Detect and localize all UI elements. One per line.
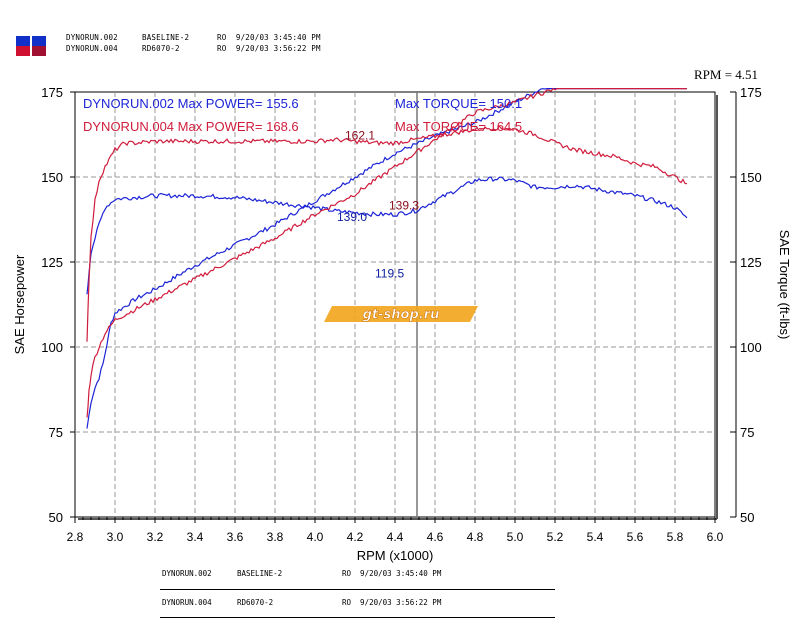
run004-color-swatch-low xyxy=(32,46,46,56)
footer-run-name: BASELINE-2 xyxy=(237,569,283,578)
y-right-tick-label: 75 xyxy=(740,425,754,440)
y-right-tick-label: 100 xyxy=(740,340,762,355)
y-left-tick-label: 150 xyxy=(41,170,63,185)
run002-color-swatch xyxy=(16,36,30,46)
rpm-cursor-readout: RPM = 4.51 xyxy=(694,67,759,82)
x-tick-label: 5.2 xyxy=(547,530,564,544)
x-tick-label: 3.8 xyxy=(267,530,284,544)
x-tick-label: 5.8 xyxy=(667,530,684,544)
value-annotation: 139.3 xyxy=(389,198,419,212)
watermark-logo: gt-shop.ru xyxy=(324,306,478,323)
legend-run004-power: DYNORUN.004 Max POWER= 168.6 xyxy=(83,119,299,134)
x-tick-label: 5.0 xyxy=(507,530,524,544)
legend-run002-torque: Max TORQUE= 150.1 xyxy=(395,96,522,111)
x-tick-label: 4.2 xyxy=(347,530,364,544)
x-tick-label: 5.4 xyxy=(587,530,604,544)
header-run-stamp: RO 9/20/03 3:56:22 PM xyxy=(217,44,321,53)
header-run-file: DYNORUN.004 xyxy=(66,44,118,53)
y-right-axis-title: SAE Torque (ft-lbs) xyxy=(777,230,792,340)
series-line-run002 xyxy=(86,176,688,295)
x-tick-label: 2.8 xyxy=(67,530,84,544)
series-line-run004 xyxy=(86,124,688,342)
x-tick-label: 6.0 xyxy=(707,530,724,544)
value-annotation: 162.1 xyxy=(345,129,375,143)
y-right-tick-label: 50 xyxy=(740,510,754,525)
footer-run-stamp: RO 9/20/03 3:45:40 PM xyxy=(342,569,442,578)
x-tick-label: 4.8 xyxy=(467,530,484,544)
x-tick-label: 3.2 xyxy=(147,530,164,544)
y-left-tick-label: 125 xyxy=(41,255,63,270)
series-line-run004 xyxy=(86,87,687,418)
footer-run-stamp: RO 9/20/03 3:56:22 PM xyxy=(342,598,442,607)
x-tick-label: 4.6 xyxy=(427,530,444,544)
header-run-name: BASELINE-2 xyxy=(142,33,190,42)
svg-text:gt-shop.ru: gt-shop.ru xyxy=(363,308,440,323)
x-tick-label: 3.0 xyxy=(107,530,124,544)
run002-color-swatch-low xyxy=(16,46,30,56)
y-right-tick-label: 150 xyxy=(740,170,762,185)
x-tick-label: 4.0 xyxy=(307,530,324,544)
x-tick-label: 5.6 xyxy=(627,530,644,544)
value-annotation: 119.5 xyxy=(375,266,404,280)
footer-run-file: DYNORUN.002 xyxy=(162,569,212,578)
y-right-tick-label: 125 xyxy=(740,255,762,270)
y-left-axis-title: SAE Horsepower xyxy=(12,254,27,354)
y-right-tick-label: 175 xyxy=(740,85,762,100)
value-annotation: 139.0 xyxy=(337,210,367,224)
run004-color-swatch xyxy=(32,36,46,46)
header-run-name: RD6070-2 xyxy=(142,44,180,53)
x-tick-label: 3.4 xyxy=(187,530,204,544)
legend-run002-power: DYNORUN.002 Max POWER= 155.6 xyxy=(83,96,299,111)
footer-divider xyxy=(160,589,555,590)
footer-run-name: RD6070-2 xyxy=(237,598,274,607)
x-tick-label: 4.4 xyxy=(387,530,404,544)
y-left-tick-label: 50 xyxy=(49,510,63,525)
footer-divider xyxy=(160,617,555,618)
x-tick-label: 3.6 xyxy=(227,530,244,544)
header-run-stamp: RO 9/20/03 3:45:40 PM xyxy=(217,33,321,42)
legend-run004-torque: Max TORQUE= 164.5 xyxy=(395,119,522,134)
y-left-tick-label: 100 xyxy=(41,340,63,355)
y-left-tick-label: 75 xyxy=(49,425,63,440)
y-left-tick-label: 175 xyxy=(41,85,63,100)
header-run-file: DYNORUN.002 xyxy=(66,33,118,42)
footer-run-file: DYNORUN.004 xyxy=(162,598,212,607)
x-axis-title: RPM (x1000) xyxy=(357,548,434,563)
